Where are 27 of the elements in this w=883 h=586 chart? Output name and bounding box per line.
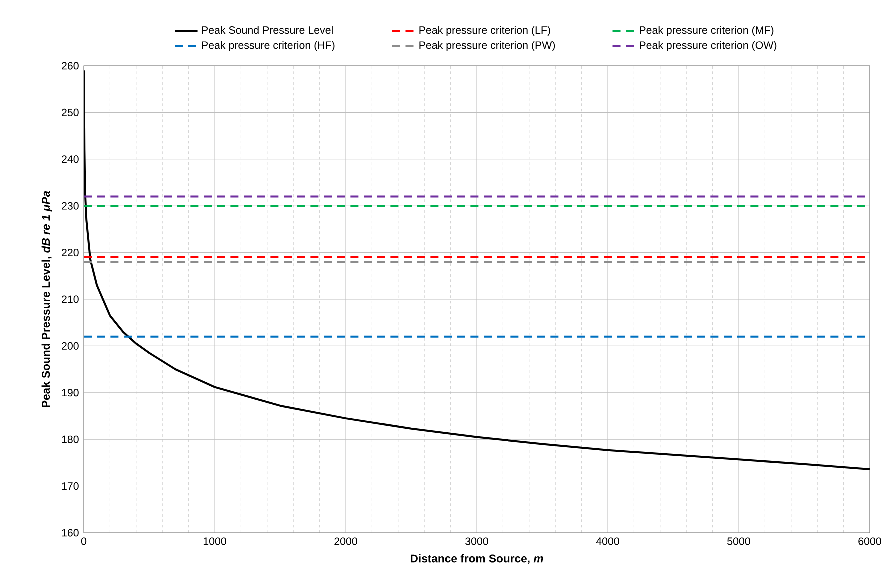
line-series <box>84 70 870 470</box>
x-axis-title: Distance from Source, m <box>410 554 544 564</box>
legend-label: Peak pressure criterion (LF) <box>420 26 550 36</box>
y-tick-label: 240 <box>62 156 79 164</box>
legend-label: Peak Sound Pressure Level <box>202 26 333 34</box>
legend-label: Peak pressure criterion (MF) <box>640 26 774 36</box>
legend-label: Peak pressure criterion (OW) <box>640 41 777 52</box>
y-tick-label: 210 <box>62 296 79 304</box>
x-tick-label: 4000 <box>596 538 620 546</box>
x-tick-label: 6000 <box>858 538 882 546</box>
y-tick-label: 160 <box>62 529 79 537</box>
x-tick-label: 1000 <box>204 538 226 546</box>
y-tick-label: 180 <box>62 436 79 444</box>
y-tick-label: 190 <box>62 389 79 397</box>
y-tick-label: 260 <box>62 62 79 70</box>
x-tick-label: 3000 <box>466 538 488 546</box>
x-tick-label: 5000 <box>728 538 750 546</box>
y-tick-label: 170 <box>62 482 79 490</box>
x-tick-label: 2000 <box>334 538 358 546</box>
y-tick-label: 220 <box>62 249 79 257</box>
y-tick-label: 200 <box>62 342 79 350</box>
y-tick-label: 250 <box>62 108 79 116</box>
x-tick-label: 0 <box>81 538 87 546</box>
y-tick-label: 230 <box>62 202 79 210</box>
legend-label: Peak pressure criterion (PW) <box>420 41 556 52</box>
legend-label: Peak pressure criterion (HF) <box>202 41 335 52</box>
y-axis-title: Peak Sound Pressure Level, dB re 1 μPa <box>42 191 52 408</box>
